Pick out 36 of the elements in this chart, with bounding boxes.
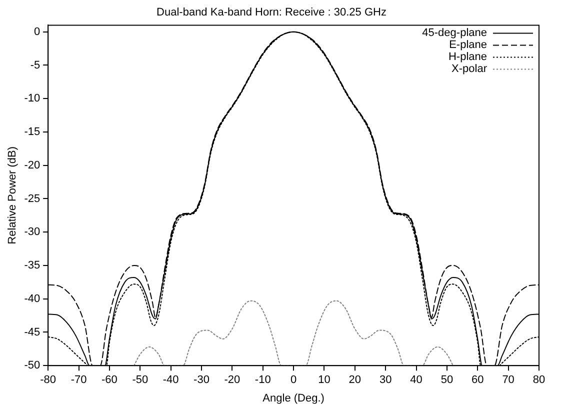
y-tick-label: -10 <box>24 92 40 105</box>
y-tick-label: 0 <box>34 26 40 38</box>
y-tick-label: -40 <box>24 292 40 305</box>
y-tick-label: -45 <box>24 326 40 338</box>
legend-label: X-polar <box>452 63 488 76</box>
x-tick-label: -10 <box>254 374 271 386</box>
x-tick-label: -30 <box>194 374 210 386</box>
legend-label: E-plane <box>449 39 487 52</box>
y-tick-label: -50 <box>24 360 40 372</box>
x-tick-label: -60 <box>102 374 118 386</box>
x-tick-label: 50 <box>440 374 454 386</box>
x-tick-label: 0 <box>290 374 297 386</box>
legend-label: 45-deg-plane <box>422 27 487 40</box>
x-tick-label: 40 <box>410 374 422 386</box>
x-tick-label: 60 <box>472 374 484 386</box>
y-tick-label: -20 <box>24 159 40 172</box>
x-tick-label: 20 <box>348 374 362 386</box>
x-tick-label: -50 <box>132 374 148 386</box>
x-tick-label: -20 <box>224 374 240 386</box>
x-tick-label: 70 <box>502 374 514 386</box>
y-tick-label: -25 <box>24 192 40 205</box>
chart-title: Dual-band Ka-band Horn: Receive : 30.25 GHz <box>156 6 386 19</box>
x-tick-label: 10 <box>318 374 330 386</box>
line-series <box>134 300 454 366</box>
x-axis-title: Angle (Deg.) <box>262 392 324 404</box>
y-tick-label: -5 <box>30 59 40 72</box>
y-tick-label: -30 <box>24 226 40 238</box>
legend-label: H-plane <box>448 51 487 64</box>
x-tick-label: 80 <box>532 374 546 386</box>
x-tick-label: 30 <box>379 374 392 386</box>
y-axis-title: Relative Power (dB) <box>6 146 19 244</box>
x-tick-label: -80 <box>40 374 56 386</box>
x-tick-label: -70 <box>70 374 87 386</box>
y-tick-label: -15 <box>24 126 40 138</box>
x-tick-label: -40 <box>162 374 179 386</box>
y-tick-label: -35 <box>24 260 40 272</box>
